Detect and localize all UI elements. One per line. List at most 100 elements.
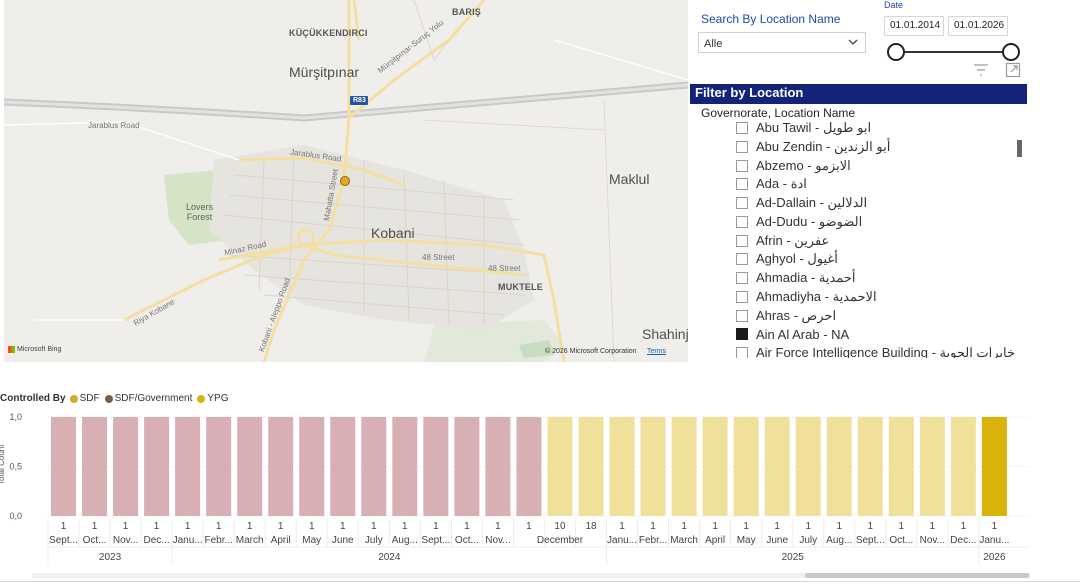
x-year-label: 2023 — [99, 552, 122, 563]
x-day-label: 1 — [526, 521, 532, 532]
legend-dot-ypg — [197, 394, 206, 403]
x-day-label: 1 — [774, 521, 780, 532]
filter-item-label: Afrin - عفرين — [756, 232, 830, 248]
total-count-bar-chart[interactable]: 0,0 0,5 1,0 Total Count 1 Sept... 1 Oct... 1 Nov.… — [0, 405, 1040, 570]
filter-item[interactable]: Aghyol - أغيول — [736, 250, 838, 268]
filter-checkbox[interactable] — [736, 290, 748, 303]
map-label-baris: BARIŞ — [452, 7, 482, 17]
map-visual[interactable]: BARIŞ KÜÇÜKKENDIRCI Mürşitpınar Mürşitpı… — [4, 0, 688, 362]
chart-bar[interactable] — [609, 417, 635, 516]
chart-bar[interactable] — [640, 417, 666, 516]
map-canvas — [4, 0, 688, 362]
filter-checkbox[interactable] — [736, 234, 748, 247]
legend-item-ypg[interactable]: YPG — [197, 393, 229, 404]
chart-bar[interactable] — [175, 417, 201, 516]
chart-scrollbar-thumb[interactable] — [805, 573, 1029, 578]
chart-bar[interactable] — [578, 417, 604, 516]
chart-bar[interactable] — [950, 417, 976, 516]
filter-item[interactable]: Abu Tawil - ابو طويل — [736, 119, 871, 137]
map-label-maklul: Maklul — [609, 171, 650, 187]
x-day-label: 1 — [805, 521, 811, 532]
search-slicer-label: Search By Location Name — [701, 12, 841, 26]
filter-item[interactable]: Ahmadia - أحمدية — [736, 269, 855, 287]
y-tick-label: 0,5 — [9, 462, 22, 472]
filter-checkbox[interactable] — [736, 328, 748, 341]
chart-bar[interactable] — [82, 417, 108, 516]
x-month-label: Nov... — [485, 535, 510, 546]
date-slider-start-handle[interactable] — [887, 43, 905, 61]
chart-bar[interactable] — [113, 417, 139, 516]
filter-item[interactable]: Abu Zendin - أبو الزندين — [736, 138, 890, 156]
filter-item[interactable]: Ad-Dallain - الدلالين — [736, 194, 867, 212]
x-day-label: 1 — [340, 521, 346, 532]
chart-bar[interactable] — [547, 417, 573, 516]
legend-item-sdf-government[interactable]: SDF/Government — [104, 393, 192, 404]
x-day-label: 1 — [836, 521, 842, 532]
x-day-label: 1 — [961, 521, 967, 532]
filter-item[interactable]: Ain Al Arab - NA — [736, 325, 849, 343]
filter-icon[interactable] — [973, 63, 989, 77]
chart-bar[interactable] — [237, 417, 263, 516]
filter-checkbox[interactable] — [736, 178, 748, 191]
chart-bar[interactable] — [888, 417, 914, 516]
x-month-label: Febr... — [639, 535, 667, 546]
x-day-label: 1 — [464, 521, 470, 532]
chart-bar[interactable] — [919, 417, 945, 516]
chart-bar[interactable] — [764, 417, 790, 516]
x-month-label: June — [766, 535, 788, 546]
filter-item[interactable]: Ahmadiyha - الاحمدية — [736, 288, 877, 306]
legend-item-sdf[interactable]: SDF — [69, 393, 100, 404]
x-month-label: Oct... — [83, 535, 107, 546]
chart-bar[interactable] — [51, 417, 76, 516]
filter-checkbox[interactable] — [736, 122, 748, 134]
filter-checkbox[interactable] — [736, 347, 748, 358]
chart-bar[interactable] — [361, 417, 387, 516]
filter-checkbox[interactable] — [736, 309, 748, 322]
filter-item[interactable]: Ahras - احرص — [736, 307, 836, 325]
x-day-label: 1 — [247, 521, 253, 532]
filter-checkbox[interactable] — [736, 253, 748, 266]
date-end-input[interactable]: 01.01.2026 — [948, 16, 1008, 36]
x-month-label: July — [365, 535, 383, 546]
search-location-dropdown[interactable]: Alle — [698, 32, 866, 53]
filter-item[interactable]: Air Force Intelligence Building - خابرات… — [736, 344, 1015, 358]
location-filter-list[interactable]: Abu Tawil - ابو طويل Abu Zendin - أبو الز… — [736, 118, 1016, 358]
filter-item[interactable]: Abzemo - الابزمو — [736, 157, 851, 175]
focus-mode-icon[interactable] — [1005, 62, 1021, 78]
chart-bar[interactable] — [516, 417, 542, 516]
chart-bar[interactable] — [423, 417, 449, 516]
filter-checkbox[interactable] — [736, 197, 748, 209]
chart-bar[interactable] — [392, 417, 418, 516]
filter-item[interactable]: Ad-Dudu - الضوضو — [736, 213, 862, 231]
chart-bar[interactable] — [206, 417, 232, 516]
filter-checkbox[interactable] — [736, 215, 748, 228]
chart-bar[interactable] — [795, 417, 821, 516]
filter-checkbox[interactable] — [736, 140, 748, 153]
chart-bar[interactable] — [299, 417, 325, 516]
chart-bar[interactable] — [826, 417, 852, 516]
x-day-label: 18 — [585, 521, 597, 532]
filter-item[interactable]: Ada - ادة — [736, 175, 807, 193]
date-slider-track[interactable] — [896, 51, 1011, 53]
chart-bar[interactable] — [454, 417, 480, 516]
chart-bar[interactable] — [702, 417, 728, 516]
map-copyright: © 2026 Microsoft Corporation — [545, 348, 637, 355]
filter-list-scrollbar[interactable] — [1017, 140, 1022, 157]
chart-bar[interactable] — [268, 417, 294, 516]
chart-scrollbar-track[interactable] — [32, 573, 1030, 578]
chart-bar[interactable] — [144, 417, 170, 516]
chart-bar[interactable] — [671, 417, 697, 516]
x-month-label: Aug... — [392, 535, 418, 546]
x-month-label: Sept... — [856, 535, 885, 546]
date-start-input[interactable]: 01.01.2014 — [884, 16, 944, 36]
filter-item[interactable]: Afrin - عفرين — [736, 232, 829, 250]
filter-checkbox[interactable] — [736, 272, 748, 284]
chart-bar[interactable] — [330, 417, 356, 516]
date-slider-end-handle[interactable] — [1002, 43, 1020, 61]
filter-checkbox[interactable] — [736, 159, 748, 172]
chart-bar[interactable] — [485, 417, 511, 516]
chart-bar[interactable] — [981, 417, 1007, 516]
chart-bar[interactable] — [857, 417, 883, 516]
map-terms-link[interactable]: Terms — [647, 348, 667, 355]
chart-bar[interactable] — [733, 417, 759, 516]
